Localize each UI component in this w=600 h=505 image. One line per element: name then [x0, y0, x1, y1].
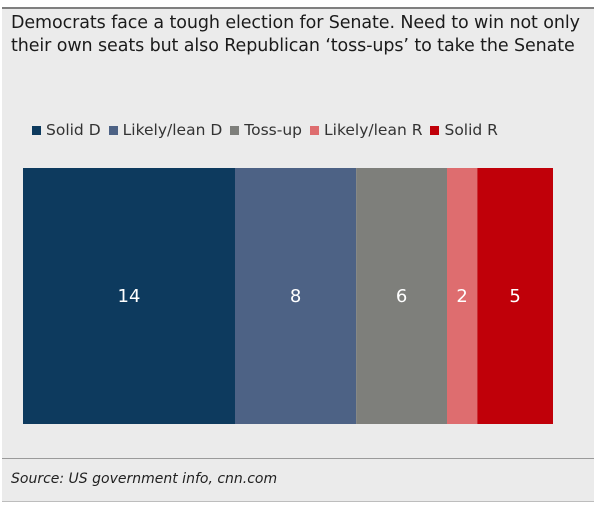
bar-value-label: 14: [118, 286, 141, 307]
bar-value-label: 8: [290, 286, 301, 307]
bar-segment: [447, 168, 478, 424]
legend-label: Toss-up: [244, 121, 303, 139]
bar-segment: [23, 168, 235, 424]
legend-item: Toss-up: [230, 121, 302, 139]
source-note: Source: US government info, cnn.com: [11, 471, 278, 487]
chart-title: Democrats face a tough election for Sena…: [11, 13, 580, 56]
legend-swatch: [310, 125, 320, 135]
legend-swatch: [230, 125, 240, 135]
footer-divider: [2, 458, 594, 459]
legend-swatch: [430, 125, 440, 135]
legend-label: Solid R: [444, 121, 498, 139]
legend-swatch: [108, 125, 118, 135]
bar-segment: [235, 168, 357, 424]
legend-label: Solid D: [46, 121, 101, 139]
legend-item: Likely/lean R: [310, 121, 422, 139]
legend-swatch: [32, 125, 41, 135]
legend-label: Likely/lean D: [122, 121, 223, 139]
bar-value-label: 2: [456, 286, 467, 307]
bar-segment: [477, 168, 553, 424]
bar-segment: [356, 168, 447, 424]
legend-item: Likely/lean D: [108, 121, 223, 139]
legend-label: Likely/lean R: [324, 121, 423, 139]
bar-value-label: 5: [509, 286, 520, 307]
legend-item: Solid D: [32, 121, 101, 139]
chart-legend: Solid D Likely/lean D Toss-up Likely/lean R…: [32, 120, 506, 140]
bar-value-label: 6: [396, 286, 407, 307]
legend-item: Solid R: [430, 121, 498, 139]
